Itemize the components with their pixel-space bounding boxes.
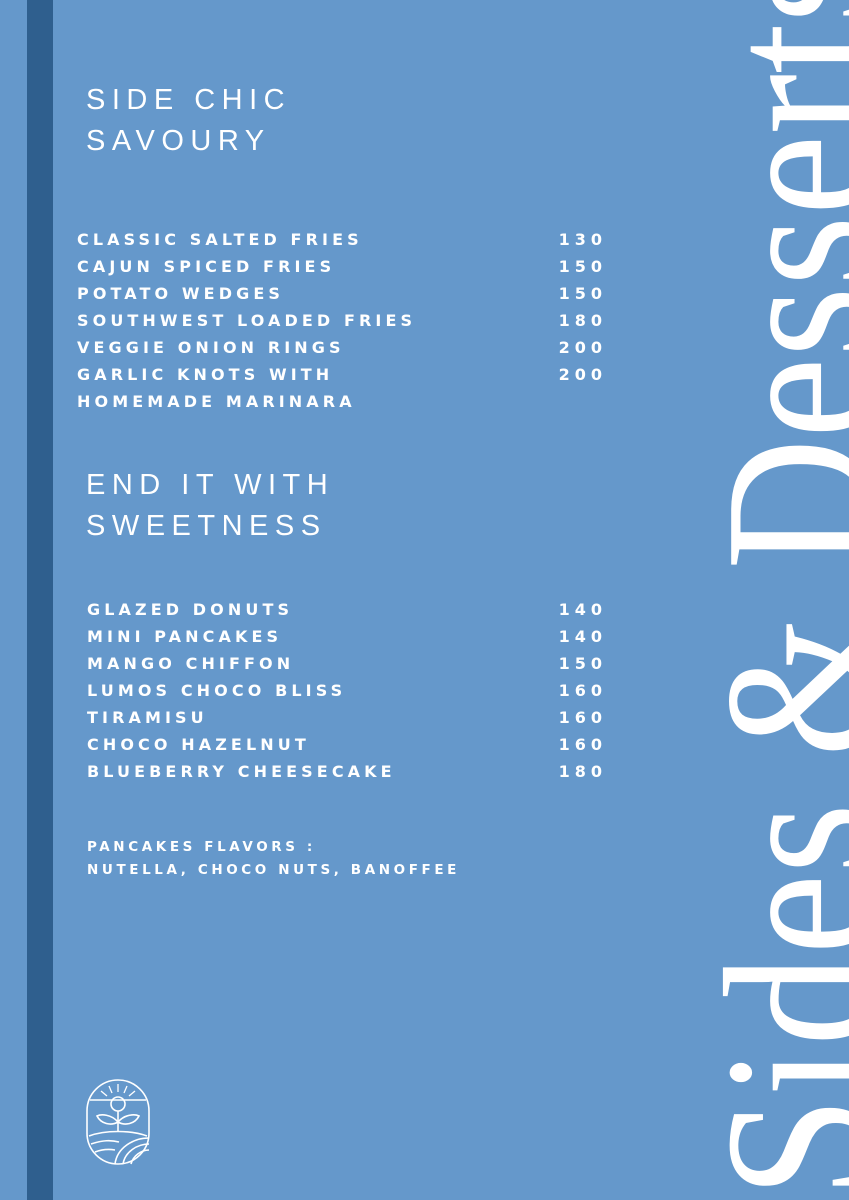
menu-item-price: 160 bbox=[558, 681, 607, 700]
heading-line: SIDE CHIC bbox=[86, 84, 292, 116]
menu-item: BLUEBERRY CHEESECAKE 180 bbox=[87, 758, 607, 785]
menu-item: SOUTHWEST LOADED FRIES 180 bbox=[77, 307, 607, 334]
menu-item: CAJUN SPICED FRIES 150 bbox=[77, 253, 607, 280]
menu-item-name: POTATO WEDGES bbox=[77, 284, 284, 303]
menu-item-price: 140 bbox=[558, 600, 607, 619]
menu-item: CHOCO HAZELNUT 160 bbox=[87, 731, 607, 758]
menu-item-price: 150 bbox=[558, 284, 607, 303]
heading-line: SWEETNESS bbox=[86, 510, 327, 542]
side-stripe bbox=[27, 0, 53, 1200]
menu-item: POTATO WEDGES 150 bbox=[77, 280, 607, 307]
menu-item-name: CLASSIC SALTED FRIES bbox=[77, 230, 363, 249]
note-line: PANCAKES FLAVORS : bbox=[87, 839, 316, 855]
menu-item: MINI PANCAKES 140 bbox=[87, 623, 607, 650]
menu-item-name: MANGO CHIFFON bbox=[87, 654, 295, 673]
menu-item: MANGO CHIFFON 150 bbox=[87, 650, 607, 677]
menu-item: HOMEMADE MARINARA bbox=[77, 388, 607, 415]
logo-emblem-icon bbox=[86, 1079, 150, 1165]
menu-item-name: LUMOS CHOCO BLISS bbox=[87, 681, 347, 700]
heading-line: END IT WITH bbox=[86, 469, 335, 501]
note-line: NUTELLA, CHOCO NUTS, BANOFFEE bbox=[87, 862, 461, 878]
savoury-menu-list: CLASSIC SALTED FRIES 130 CAJUN SPICED FRIE… bbox=[77, 226, 607, 415]
menu-item-name: SOUTHWEST LOADED FRIES bbox=[77, 311, 417, 330]
menu-item-price: 160 bbox=[558, 735, 607, 754]
desserts-menu-list: GLAZED DONUTS 140 MINI PANCAKES 140 MANGO CH… bbox=[87, 596, 607, 785]
desserts-heading: END IT WITH SWEETNESS bbox=[86, 465, 334, 547]
menu-item-price: 140 bbox=[558, 627, 607, 646]
menu-item-price: 150 bbox=[558, 654, 607, 673]
menu-item: LUMOS CHOCO BLISS 160 bbox=[87, 677, 607, 704]
menu-item-price: 150 bbox=[558, 257, 607, 276]
pancake-flavors-note: PANCAKES FLAVORS : NUTELLA, CHOCO NUTS, … bbox=[87, 836, 460, 882]
menu-item-name: VEGGIE ONION RINGS bbox=[77, 338, 345, 357]
menu-item-name: GLAZED DONUTS bbox=[87, 600, 294, 619]
menu-item-price: 200 bbox=[558, 338, 607, 357]
menu-item-name: GARLIC KNOTS WITH bbox=[77, 365, 334, 384]
menu-item: GARLIC KNOTS WITH 200 bbox=[77, 361, 607, 388]
menu-item-price: 130 bbox=[558, 230, 607, 249]
heading-line: SAVOURY bbox=[86, 125, 271, 157]
menu-item-name: TIRAMISU bbox=[87, 708, 208, 727]
menu-item-price: 180 bbox=[558, 762, 607, 781]
menu-item-price: 200 bbox=[558, 365, 607, 384]
menu-item-name: BLUEBERRY CHEESECAKE bbox=[87, 762, 396, 781]
menu-item-name: HOMEMADE MARINARA bbox=[77, 392, 356, 411]
menu-item-price: 180 bbox=[558, 311, 607, 330]
vertical-title: Sides & Desserts bbox=[681, 0, 849, 1198]
savoury-heading: SIDE CHIC SAVOURY bbox=[86, 80, 291, 162]
menu-item: CLASSIC SALTED FRIES 130 bbox=[77, 226, 607, 253]
menu-item-name: CHOCO HAZELNUT bbox=[87, 735, 310, 754]
menu-item: GLAZED DONUTS 140 bbox=[87, 596, 607, 623]
menu-item: VEGGIE ONION RINGS 200 bbox=[77, 334, 607, 361]
menu-item-price: 160 bbox=[558, 708, 607, 727]
menu-item: TIRAMISU 160 bbox=[87, 704, 607, 731]
menu-item-name: MINI PANCAKES bbox=[87, 627, 283, 646]
menu-item-name: CAJUN SPICED FRIES bbox=[77, 257, 336, 276]
